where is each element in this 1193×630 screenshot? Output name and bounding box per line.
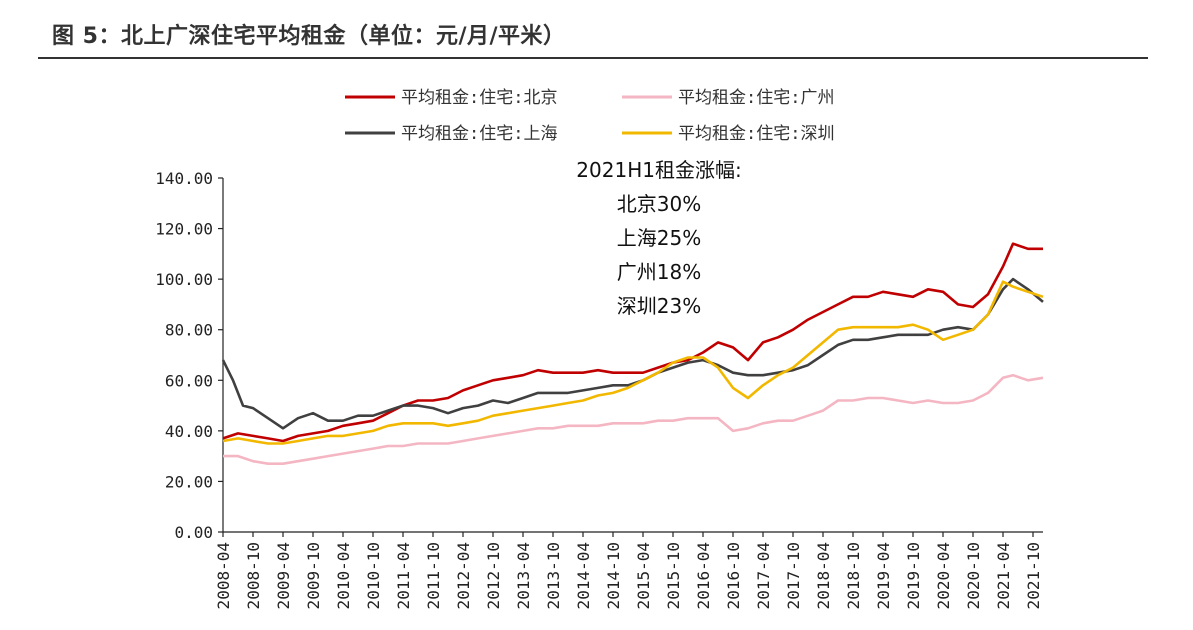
x-tick-label: 2020-10 <box>964 542 983 609</box>
y-tick-label: 100.00 <box>155 270 213 289</box>
y-tick-label: 140.00 <box>155 169 213 188</box>
x-tick-label: 2012-10 <box>484 542 503 609</box>
x-tick-label: 2011-04 <box>394 542 413 609</box>
x-tick-label: 2013-10 <box>544 542 563 609</box>
series-line-4 <box>222 280 1044 445</box>
y-tick-label: 80.00 <box>165 321 213 340</box>
x-tick-label: 2012-04 <box>454 542 473 609</box>
y-tick-label: 60.00 <box>165 371 213 390</box>
annotation-line: 2021H1租金涨幅: <box>576 158 741 182</box>
y-tick-label: 40.00 <box>165 422 213 441</box>
y-tick-label: 20.00 <box>165 472 213 491</box>
x-tick-label: 2016-04 <box>694 542 713 609</box>
x-tick-label: 2014-10 <box>604 542 623 609</box>
x-tick-label: 2011-10 <box>424 542 443 609</box>
x-tick-label: 2013-04 <box>514 542 533 609</box>
x-tick-label: 2018-10 <box>844 542 863 609</box>
series-lines <box>221 242 1044 465</box>
x-tick-label: 2019-10 <box>904 542 923 609</box>
legend-label: 平均租金:住宅:上海 <box>401 124 557 144</box>
series-line-2 <box>223 373 1044 465</box>
annotation-line: 上海25% <box>617 226 701 250</box>
x-tick-label: 2021-04 <box>994 542 1013 609</box>
legend-item-2: 平均租金:住宅:广州 <box>622 88 834 108</box>
title-rule <box>38 57 1148 59</box>
x-tick-label: 2009-04 <box>274 542 293 609</box>
x-tick-label: 2009-10 <box>304 542 323 609</box>
x-tick-label: 2014-04 <box>574 542 593 609</box>
x-tick-label: 2020-04 <box>934 542 953 609</box>
y-axis: 0.00 20.00 40.00 60.00 80.00 100.00 120.00 140.… <box>155 169 224 542</box>
x-tick-label: 2021-10 <box>1024 542 1043 609</box>
x-tick-label: 2017-10 <box>784 542 803 609</box>
legend-item-4: 平均租金:住宅:深圳 <box>622 124 834 144</box>
legend-item-1: 平均租金:住宅:北京 <box>345 88 557 108</box>
x-tick-label: 2008-10 <box>244 542 263 609</box>
legend-item-3: 平均租金:住宅:上海 <box>345 124 557 144</box>
x-axis: 2008-04 2008-10 2009-04 2009-10 2010-04 2010-… <box>214 531 1043 609</box>
annotation-line: 北京30% <box>617 192 701 216</box>
figure-title: 图 5：北上广深住宅平均租金（单位：元/月/平米） <box>52 24 566 49</box>
annotation-block: 2021H1租金涨幅: 北京30% 上海25% 广州18% 深圳23% <box>576 158 741 318</box>
x-tick-label: 2019-04 <box>874 542 893 609</box>
legend-label: 平均租金:住宅:深圳 <box>678 124 834 144</box>
x-tick-label: 2017-04 <box>754 542 773 609</box>
legend-label: 平均租金:住宅:广州 <box>678 88 834 108</box>
x-tick-label: 2010-04 <box>334 542 353 609</box>
x-tick-label: 2015-04 <box>634 542 653 609</box>
x-tick-label: 2015-10 <box>664 542 683 609</box>
legend-label: 平均租金:住宅:北京 <box>401 88 557 108</box>
y-tick-label: 0.00 <box>174 523 213 542</box>
x-tick-label: 2018-04 <box>814 542 833 609</box>
x-tick-label: 2008-04 <box>214 542 233 609</box>
annotation-line: 广州18% <box>617 260 701 284</box>
y-tick-label: 120.00 <box>155 220 213 239</box>
series-line-3 <box>221 277 1044 430</box>
series-line-1 <box>222 242 1043 443</box>
x-tick-label: 2016-10 <box>724 542 743 609</box>
annotation-line: 深圳23% <box>617 294 701 318</box>
x-tick-label: 2010-10 <box>364 542 383 609</box>
